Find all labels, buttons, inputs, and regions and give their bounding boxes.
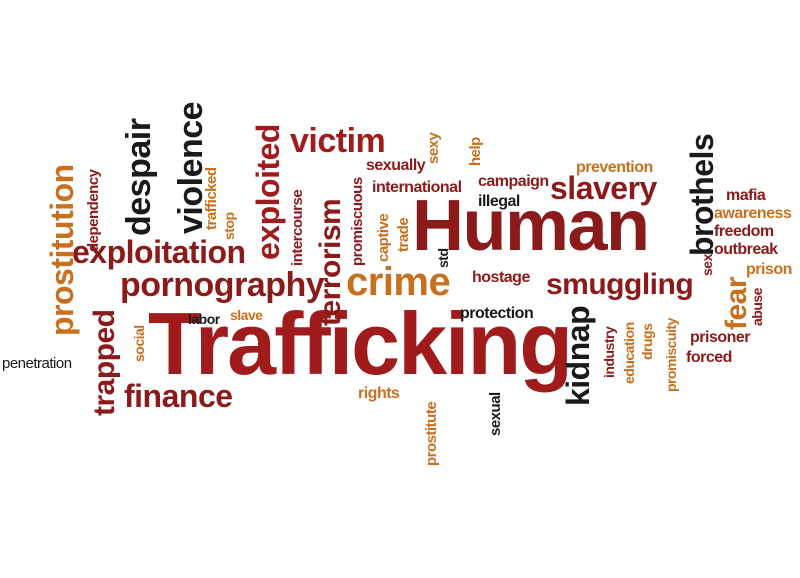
word-international: international [372,179,462,196]
word-trafficking: Trafficking [148,294,573,393]
word-exploitation: exploitation [72,234,246,270]
word-illegal: illegal [478,193,520,210]
word-captive: captive [375,213,392,262]
word-protection: protection [460,305,534,322]
word-trapped: trapped [88,309,121,416]
word-victim: victim [290,122,386,160]
word-trade: trade [395,217,412,252]
word-trafficked: trafficked [203,167,220,230]
word-hostage: hostage [472,269,530,286]
word-stop: stop [221,212,237,240]
word-dependency: dependency [85,169,102,252]
word-penetration: penetration [2,355,72,372]
word-pornography: pornography [120,266,325,304]
word-outbreak: outbreak [714,241,778,258]
word-industry: industry [601,326,617,378]
word-prison: prison [746,261,792,278]
word-intercourse: intercourse [289,189,306,266]
word-sexy: sexy [425,132,442,164]
word-crime: crime [346,260,451,304]
word-drugs: drugs [639,323,655,360]
word-exploited: exploited [250,124,286,260]
word-prostitution: prostitution [44,164,80,336]
word-slave: slave [230,307,263,323]
word-education: education [621,322,637,384]
word-slavery: slavery [550,170,657,206]
word-prisoner: prisoner [690,329,751,346]
word-promiscuity: promiscuity [663,318,679,392]
word-prostitute: prostitute [423,401,440,466]
word-sexually: sexually [366,157,426,174]
word-despair: despair [120,118,158,236]
word-promiscuous: promiscuous [349,177,366,266]
word-freedom: freedom [714,223,774,240]
word-campaign: campaign [478,173,549,190]
word-sexual: sexual [487,392,504,436]
word-prevention: prevention [576,159,653,176]
word-social: social [131,325,147,362]
word-abuse: abuse [749,288,765,326]
word-human: Human [412,186,650,266]
word-labor: labor [188,311,220,327]
word-forced: forced [686,349,732,366]
word-terrorism: terrorism [314,198,347,326]
word-awareness: awareness [714,205,792,222]
word-sex: sex [699,254,715,276]
word-fear: fear [720,276,753,330]
word-std: std [435,248,451,269]
word-help: help [467,137,484,166]
word-mafia: mafia [726,187,766,204]
word-rights: rights [358,385,400,402]
word-finance: finance [124,378,233,414]
word-kidnap: kidnap [560,305,596,406]
word-smuggling: smuggling [546,268,694,301]
